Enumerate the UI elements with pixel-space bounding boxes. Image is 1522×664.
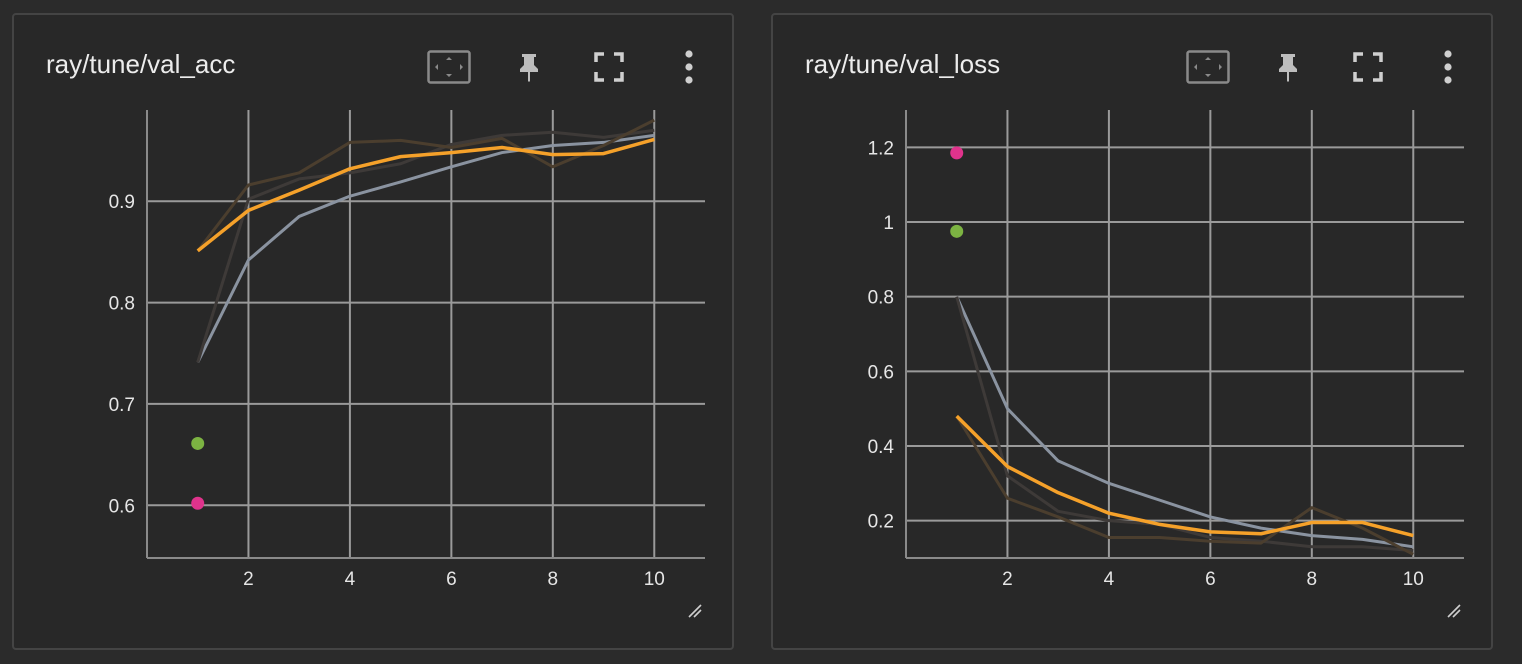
fullscreen-icon	[1353, 52, 1383, 82]
series-line	[955, 415, 1414, 556]
x-tick-label: 4	[345, 569, 356, 590]
x-tick-label: 10	[644, 569, 665, 590]
y-tick-label: 0.7	[109, 395, 135, 416]
more-options-button[interactable]	[1424, 47, 1472, 87]
series-line	[196, 133, 655, 364]
chart-title: ray/tune/val_acc	[46, 49, 236, 79]
series-line	[196, 118, 655, 252]
chart-card-val-loss: ray/tune/val_loss 2 4 6 8 10 0.2 0.4 0.6 0.8 1 1.2	[771, 13, 1493, 650]
x-tick-label: 8	[1307, 569, 1318, 590]
y-tick-label: 0.6	[109, 496, 135, 517]
series-line	[955, 296, 1414, 553]
pin-icon	[1279, 54, 1297, 82]
series-line	[955, 296, 1414, 549]
x-tick-label: 2	[243, 569, 254, 590]
data-point	[950, 146, 964, 160]
fullscreen-button[interactable]	[585, 47, 633, 87]
more-vert-icon	[1444, 50, 1452, 84]
y-tick-label: 0.6	[868, 362, 894, 383]
chart-plot-val-loss[interactable]: 2 4 6 8 10 0.2 0.4 0.6 0.8 1 1.2	[773, 15, 1491, 648]
series-line	[955, 414, 1414, 538]
y-tick-label: 1.2	[868, 138, 894, 159]
fit-domain-button[interactable]	[1184, 47, 1232, 87]
y-tick-label: 0.4	[868, 437, 895, 458]
fit-domain-icon	[427, 50, 471, 84]
fullscreen-button[interactable]	[1344, 47, 1392, 87]
more-options-button[interactable]	[665, 47, 713, 87]
x-tick-label: 8	[548, 569, 559, 590]
resize-handle-icon[interactable]	[688, 604, 702, 618]
x-tick-label: 2	[1002, 569, 1013, 590]
y-tick-label: 0.2	[868, 512, 894, 533]
pin-button[interactable]	[1264, 47, 1312, 87]
pin-button[interactable]	[505, 47, 553, 87]
fit-domain-icon	[1186, 50, 1230, 84]
pin-icon	[520, 54, 538, 82]
y-tick-label: 0.8	[868, 288, 894, 309]
y-tick-label: 1	[883, 213, 894, 234]
data-point	[191, 496, 205, 510]
y-tick-label: 0.8	[109, 294, 135, 315]
resize-handle-icon[interactable]	[1447, 604, 1461, 618]
more-vert-icon	[685, 50, 693, 84]
fit-domain-button[interactable]	[425, 47, 473, 87]
chart-title: ray/tune/val_loss	[805, 49, 1001, 79]
chart-card-val-acc: ray/tune/val_acc 2 4 6 8 10 0.6 0.7 0.8 0.9	[12, 13, 734, 650]
x-tick-label: 6	[1205, 569, 1216, 590]
x-tick-label: 10	[1403, 569, 1424, 590]
chart-plot-val-acc[interactable]: 2 4 6 8 10 0.6 0.7 0.8 0.9	[14, 15, 732, 648]
x-tick-label: 4	[1104, 569, 1115, 590]
x-tick-label: 6	[446, 569, 457, 590]
series-line	[196, 137, 655, 253]
data-point	[191, 436, 205, 450]
data-point	[950, 224, 964, 238]
y-tick-label: 0.9	[109, 192, 135, 213]
fullscreen-icon	[594, 52, 624, 82]
